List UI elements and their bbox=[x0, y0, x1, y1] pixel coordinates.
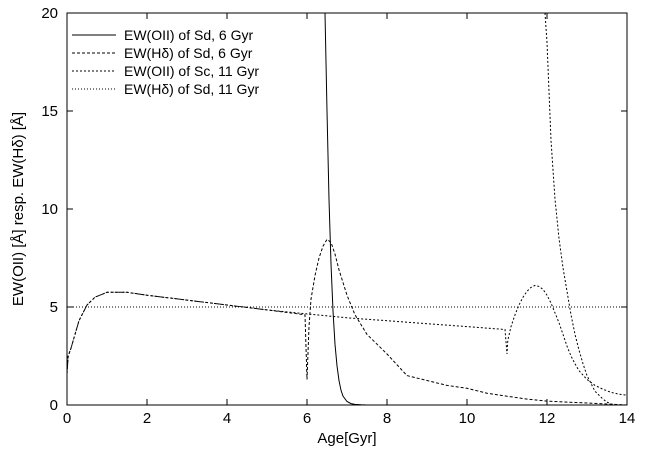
series-line-1 bbox=[67, 238, 627, 405]
legend-label: EW(Hδ) of Sd, 11 Gyr bbox=[124, 81, 259, 97]
plot-lines bbox=[67, 13, 627, 405]
y-tick-label: 10 bbox=[41, 201, 58, 218]
series-line-4 bbox=[544, 13, 620, 405]
axis-ticks: 0 2 4 6 8 10 12 14 0 5 10 15 20 bbox=[41, 5, 635, 427]
x-tick-label: 12 bbox=[539, 410, 556, 427]
x-axis-title: Age[Gyr] bbox=[317, 430, 376, 447]
x-tick-label: 10 bbox=[459, 410, 476, 427]
x-tick-label: 2 bbox=[143, 410, 151, 427]
legend: EW(OII) of Sd, 6 Gyr EW(Hδ) of Sd, 6 Gyr E… bbox=[72, 27, 259, 97]
x-tick-label: 8 bbox=[383, 410, 391, 427]
series-line-0 bbox=[324, 13, 368, 405]
series-line-2 bbox=[67, 284, 627, 396]
y-tick-label: 20 bbox=[41, 5, 58, 22]
x-tick-label: 14 bbox=[619, 410, 636, 427]
x-tick-label: 0 bbox=[63, 410, 71, 427]
x-tick-label: 6 bbox=[303, 410, 311, 427]
y-tick-label: 15 bbox=[41, 103, 58, 120]
legend-label: EW(OII) of Sc, 11 Gyr bbox=[124, 63, 259, 79]
y-tick-label: 5 bbox=[50, 299, 58, 316]
y-axis-title: EW(OII) [Å] resp. EW(Hδ) [Å] bbox=[10, 112, 27, 306]
legend-label: EW(Hδ) of Sd, 6 Gyr bbox=[124, 45, 253, 61]
y-tick-label: 0 bbox=[50, 397, 58, 414]
x-tick-label: 4 bbox=[223, 410, 231, 427]
legend-label: EW(OII) of Sd, 6 Gyr bbox=[124, 27, 253, 43]
